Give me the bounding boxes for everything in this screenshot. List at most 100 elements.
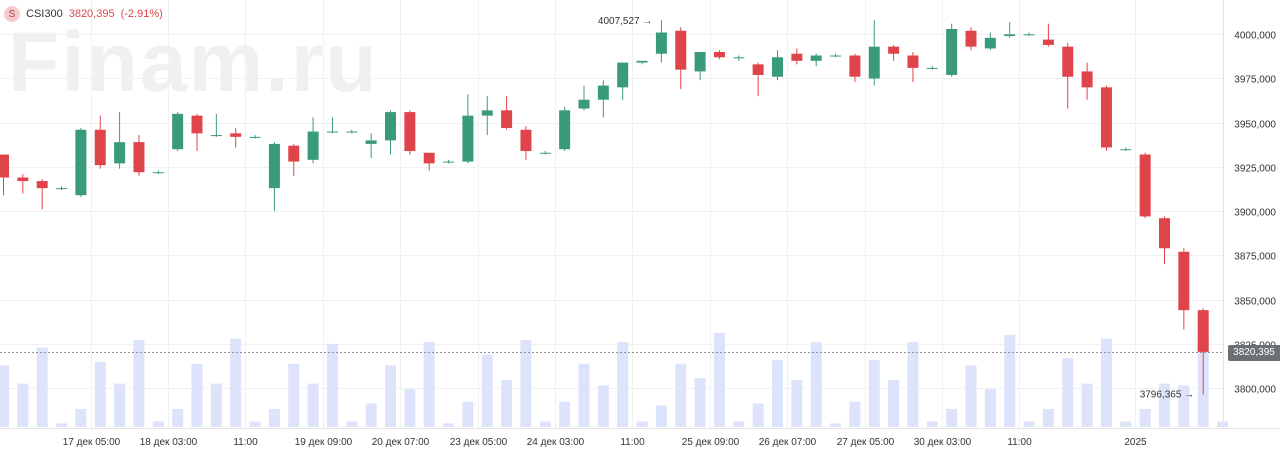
candle-body[interactable] (1062, 46, 1074, 77)
candle-body[interactable] (0, 154, 9, 178)
symbol-badge[interactable]: S (4, 6, 20, 22)
candle-body[interactable] (907, 55, 919, 68)
volume-bar (907, 342, 919, 427)
candle-body[interactable] (810, 55, 822, 61)
candle-body[interactable] (1178, 251, 1190, 311)
candle-body[interactable] (462, 115, 474, 162)
y-tick-label: 3950,000 (1234, 120, 1276, 131)
candle-body[interactable] (1081, 71, 1093, 88)
candle-body[interactable] (268, 143, 280, 189)
candle-body[interactable] (772, 57, 783, 77)
volume-bar (539, 421, 551, 427)
volume-bar (481, 354, 493, 427)
volume-bar (946, 408, 958, 427)
x-tick-label: 11:00 (233, 437, 258, 448)
candle-body[interactable] (1120, 149, 1132, 151)
candle-body[interactable] (1139, 154, 1151, 217)
candle-body[interactable] (56, 188, 68, 190)
x-tick-label: 27 дек 05:00 (837, 437, 895, 448)
candle-body[interactable] (694, 51, 706, 72)
volume-bar (984, 389, 996, 427)
candle-body[interactable] (75, 129, 87, 196)
candle-body[interactable] (752, 64, 764, 75)
candle-body[interactable] (288, 145, 300, 162)
candle-body[interactable] (636, 60, 648, 63)
candle-body[interactable] (520, 129, 532, 151)
candle-body[interactable] (501, 110, 513, 129)
candle-body[interactable] (713, 51, 725, 58)
candle-body[interactable] (675, 30, 687, 70)
candle-body[interactable] (365, 140, 377, 144)
volume-bar (694, 378, 706, 427)
candle-body[interactable] (481, 110, 493, 116)
candle-body[interactable] (1004, 34, 1016, 37)
candle-body[interactable] (655, 32, 667, 54)
candle-body[interactable] (385, 112, 396, 141)
volume-bar (36, 347, 48, 427)
candle-body[interactable] (346, 131, 358, 133)
volume-bar (1120, 421, 1132, 427)
candle-body[interactable] (965, 30, 977, 47)
volume-bar (1081, 383, 1093, 427)
candle-body[interactable] (17, 177, 29, 182)
candle-body[interactable] (617, 62, 629, 88)
candle-body[interactable] (230, 133, 242, 137)
volume-bar (385, 365, 396, 427)
candle-body[interactable] (733, 57, 745, 59)
chart-header: S CSI300 3820,395 (-2.91%) (4, 6, 163, 22)
candle-body[interactable] (1023, 34, 1035, 36)
candle-body[interactable] (36, 181, 48, 189)
candle-body[interactable] (210, 135, 222, 137)
volume-bar (501, 380, 513, 427)
candle-body[interactable] (578, 99, 590, 109)
candle-body[interactable] (423, 152, 435, 164)
candle-body[interactable] (946, 28, 958, 75)
y-tick-label: 3900,000 (1234, 208, 1276, 219)
candle-body[interactable] (133, 142, 145, 173)
candle-body[interactable] (172, 113, 184, 150)
candle-body[interactable] (1042, 39, 1054, 45)
candle-body[interactable] (249, 136, 261, 138)
candle-body[interactable] (868, 46, 880, 79)
candle-body[interactable] (849, 55, 861, 77)
candle-body[interactable] (984, 37, 996, 49)
candle-body[interactable] (1197, 310, 1209, 352)
candle-body[interactable] (114, 142, 126, 164)
candle-body[interactable] (791, 53, 803, 61)
volume-bar (1100, 338, 1112, 427)
candle-body[interactable] (539, 152, 551, 154)
candle-body[interactable] (559, 110, 571, 150)
candle-body[interactable] (94, 129, 106, 166)
price-change: (-2.91%) (120, 8, 163, 20)
candle-body[interactable] (191, 115, 203, 134)
volume-bar (559, 401, 571, 427)
candle-body[interactable] (1100, 87, 1112, 148)
candle-body[interactable] (307, 131, 319, 160)
volume-bar (268, 408, 280, 427)
volume-bar (520, 340, 532, 427)
candle-body[interactable] (443, 161, 455, 163)
volume-bar (1139, 408, 1151, 427)
candle-body[interactable] (926, 67, 938, 69)
volume-bar (772, 360, 783, 427)
candle-body[interactable] (830, 55, 842, 57)
volume-bar (75, 408, 87, 427)
volume-bar (307, 383, 319, 427)
volume-bar (191, 363, 203, 427)
volume-bar (868, 360, 880, 427)
x-tick-label: 30 дек 03:00 (914, 437, 972, 448)
volume-bar (1062, 358, 1074, 427)
volume-bar (133, 340, 145, 427)
candle-body[interactable] (597, 85, 609, 100)
y-tick-label: 4000,000 (1234, 31, 1276, 42)
volume-bar (462, 401, 474, 427)
volume-bar (849, 401, 861, 427)
candle-body[interactable] (404, 112, 416, 151)
candle-body[interactable] (152, 172, 164, 174)
candle-body[interactable] (888, 46, 900, 54)
candle-body[interactable] (1159, 218, 1170, 249)
ticker-symbol[interactable]: CSI300 (26, 8, 63, 20)
x-tick-label: 2025 (1124, 437, 1147, 448)
candle-body[interactable] (326, 131, 338, 133)
